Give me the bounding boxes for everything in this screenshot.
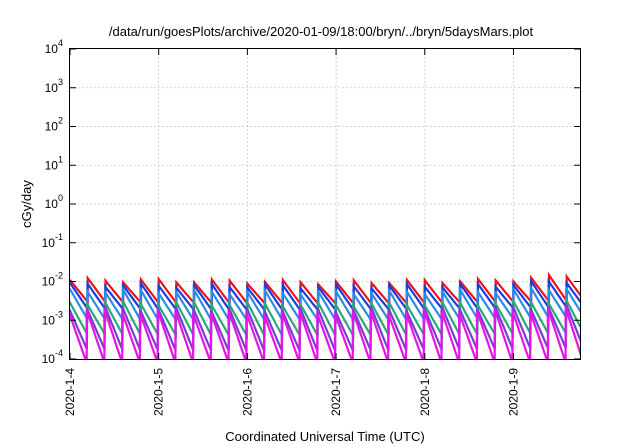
chart-title: /data/run/goesPlots/archive/2020-01-09/1… [109,24,534,39]
y-tick-label: 100 [45,193,63,211]
series-line [70,307,580,359]
y-tick-label: 10-4 [42,348,63,366]
y-tick-label: 101 [45,154,63,172]
y-tick-label: 103 [45,77,63,95]
y-tick-label: 104 [45,38,63,56]
series-group [70,271,580,359]
y-tick-label: 102 [45,116,63,134]
x-tick-label: 2020-1-8 [418,368,432,416]
plot-frame [69,48,581,360]
y-tick-label: 10-3 [42,309,63,327]
x-tick-label: 2020-1-9 [506,368,520,416]
x-tick-label: 2020-1-6 [240,368,254,416]
x-axis-label: Coordinated Universal Time (UTC) [225,429,424,444]
y-axis-label: cGy/day [19,180,34,228]
x-axis: 2020-1-4 2020-1-5 2020-1-6 2020-1-7 2020-1-8… [63,49,520,416]
y-tick-label: 10-1 [42,232,63,250]
x-tick-label: 2020-1-4 [63,368,77,416]
y-tick-label: 10-2 [42,271,63,289]
x-tick-label: 2020-1-5 [152,368,166,416]
y-axis: 10-4 10-3 10-2 10-1 100 101 102 103 104 [42,38,580,366]
x-tick-label: 2020-1-7 [329,368,343,416]
